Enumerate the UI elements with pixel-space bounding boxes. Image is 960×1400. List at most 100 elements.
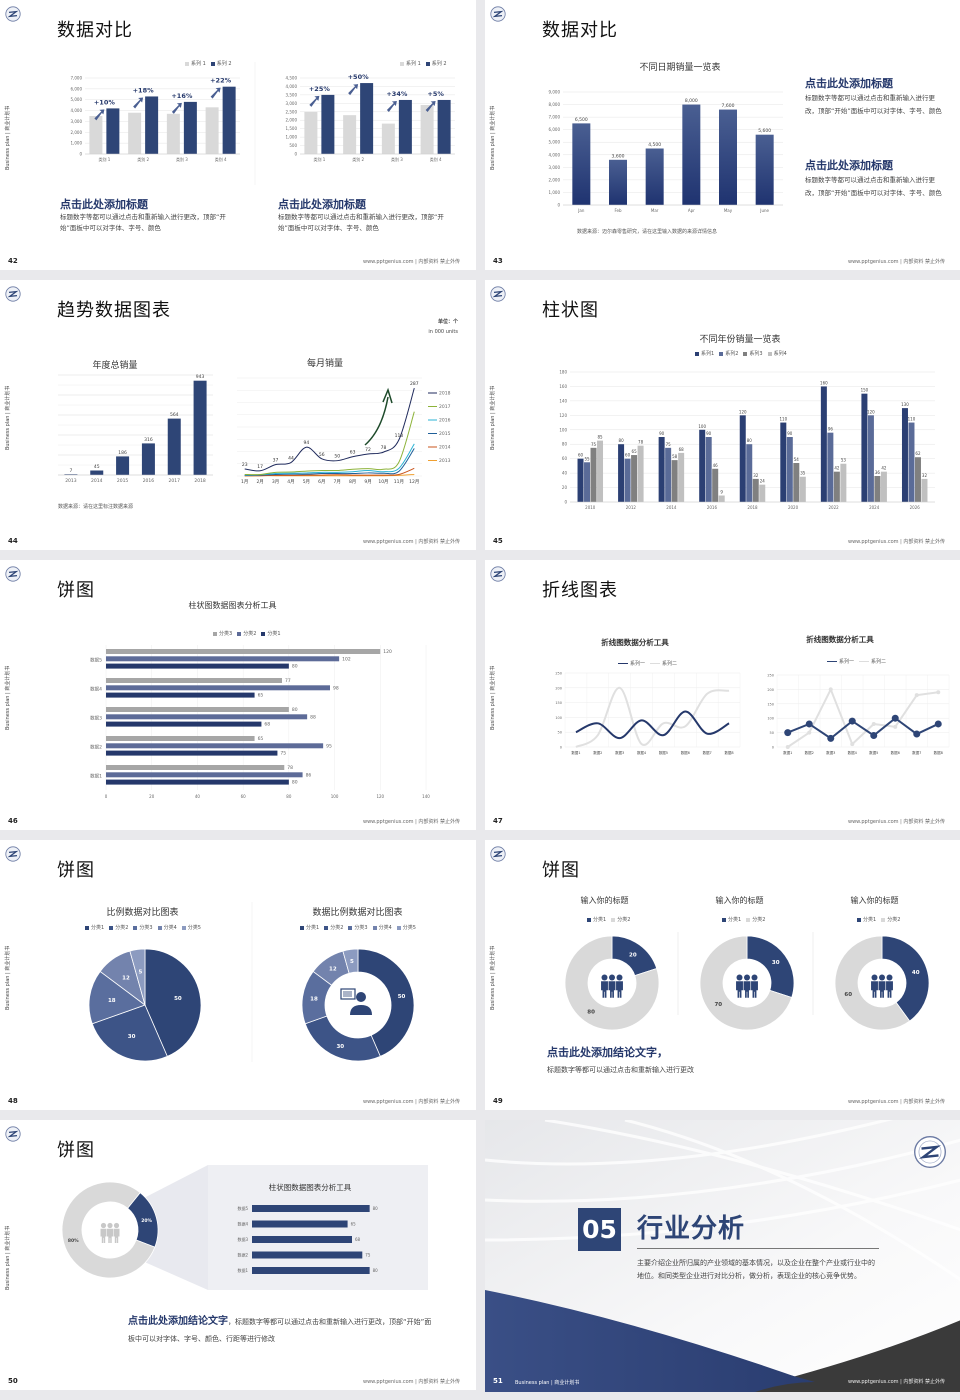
x-tick-label: 类别 2	[352, 156, 364, 162]
page-number: 42	[8, 257, 18, 265]
series-line	[244, 443, 415, 476]
series-line	[575, 710, 730, 740]
legend-item: 系列1	[701, 351, 715, 357]
y-tick-label: 200	[767, 688, 774, 692]
legend-swatch	[881, 917, 886, 922]
section-desc: 标题数字等都可以通过点击和重新输入进行更改，顶部“开始”面板中可以对字体、字号、…	[278, 213, 444, 232]
conclusion-desc: ，标题数字等都可以通过点击和重新输入进行更改，顶部“开始”面板中可以对字体、字号…	[128, 1318, 432, 1343]
legend-swatch	[857, 917, 861, 922]
slide-50[interactable]: 饼图 Business plan | 商业计划书 20% 80% 数据1 80 数据2 7…	[0, 1120, 476, 1390]
x-tick-label: 2016	[143, 478, 155, 484]
slide-42[interactable]: 数据对比 Business plan | 商业计划书 0 1,000 2,000 3,…	[0, 0, 476, 270]
slide-51[interactable]: 05 行业分析 主要介绍企业所归属的产业领域的基本情况，以及企业在整个产业或行业…	[485, 1120, 960, 1392]
pie-slice	[699, 935, 793, 1031]
legend-swatch	[587, 917, 591, 922]
data-label: 9	[720, 490, 723, 495]
person-head	[107, 1222, 113, 1229]
data-label: 63	[350, 450, 356, 456]
slide-46[interactable]: 饼图 Business plan | 商业计划书 柱状图数据图表分析工具 分类3…	[0, 560, 476, 830]
y-tick-label: 数据3	[90, 715, 102, 722]
x-tick-label: 类别 2	[137, 156, 149, 162]
legend-item: 分类1	[306, 925, 320, 931]
y-tick-label: 160	[559, 384, 567, 389]
bar	[671, 460, 678, 502]
background-swoosh	[485, 1120, 960, 1392]
slice-label: 12	[329, 966, 337, 972]
slide-49[interactable]: 饼图 Business plan | 商业计划书 输入你的标题 输入你的标题 输…	[485, 840, 960, 1110]
logo-icon	[5, 6, 21, 22]
data-point	[871, 721, 876, 726]
data-point	[848, 717, 856, 725]
data-point	[891, 714, 899, 722]
legend-item: 2018	[439, 391, 451, 397]
y-tick-label: 0	[79, 152, 82, 157]
growth-annotation: +25%	[309, 85, 330, 93]
bar	[665, 447, 672, 502]
conclusion-heading: 点击此处添加结论文字	[128, 1316, 228, 1327]
data-label: 316	[144, 437, 153, 443]
data-label: 56	[319, 452, 325, 458]
data-label: 58	[672, 454, 678, 459]
data-label: 68	[264, 722, 270, 728]
y-tick-label: 2,000	[286, 118, 298, 123]
y-tick-label: 数据4	[237, 1221, 248, 1227]
data-label: 60	[578, 453, 584, 458]
data-label: 98	[333, 685, 339, 691]
data-label: 120	[383, 649, 392, 655]
growth-arrow-icon	[171, 102, 182, 114]
data-point	[936, 690, 941, 695]
pie-slice	[357, 948, 415, 1057]
x-tick-label: 2016	[707, 505, 718, 510]
slice-label: 70	[714, 1002, 722, 1008]
chart-legend: 系列 1 系列 2	[180, 60, 232, 67]
bar	[252, 1236, 352, 1243]
bar	[658, 437, 665, 502]
data-label: 55	[584, 456, 590, 461]
conclusion-heading: 点击此处添加结论文字，	[547, 1046, 668, 1059]
data-label: 287	[410, 381, 419, 387]
slide-title: 柱状图	[542, 300, 599, 321]
chart-canvas: 2013 7 2014 45 2015 186 2016 316 2017 564 2018 943 1…	[58, 374, 451, 485]
legend-item: 系列二	[662, 661, 678, 667]
bar	[141, 443, 155, 475]
x-tick-label: 数据6	[891, 750, 900, 755]
legend-swatch	[746, 917, 751, 922]
footer-text: www.pptgenius.com | 内部资料 禁止外传	[362, 539, 460, 545]
data-label: 160	[820, 380, 828, 385]
slide-43[interactable]: 数据对比 Business plan | 商业计划书 不同日期销量一览表 0 1,…	[485, 0, 960, 270]
slide-48[interactable]: 饼图 Business plan | 商业计划书 比例数据对比图表 数据比例数据…	[0, 840, 476, 1110]
x-tick-label: Apr	[688, 208, 695, 213]
chart-canvas: 50 30 18 12 5 50 30 18 12 5	[88, 902, 415, 1062]
x-tick-label: 数据7	[912, 750, 921, 755]
person-body	[751, 981, 758, 998]
slice-label: 18	[108, 998, 116, 1004]
slide-47[interactable]: 折线图表 Business plan | 商业计划书 折线图数据分析工具 折线图…	[485, 560, 960, 830]
data-label: 32	[922, 473, 928, 478]
x-tick-label: 140	[422, 794, 430, 799]
series-line	[244, 411, 415, 476]
growth-annotation: +34%	[386, 90, 407, 98]
legend-swatch	[611, 917, 616, 922]
page-number: 49	[493, 1097, 503, 1105]
data-label: 44	[288, 456, 294, 462]
x-tick-label: 类别 1	[98, 156, 110, 162]
legend-item: 分类4	[163, 925, 177, 931]
logo-icon	[490, 286, 506, 302]
y-tick-label: 180	[559, 370, 567, 375]
chart-canvas: 0204060801001201401601802010605575852012…	[559, 370, 935, 510]
growth-arrow-icon	[210, 87, 221, 99]
growth-annotation: +22%	[210, 77, 231, 85]
legend-item: 分类2	[243, 631, 257, 637]
slide-44[interactable]: 趋势数据图表 Business plan | 商业计划书 单位：个 in 000…	[0, 280, 476, 550]
x-tick-label: May	[724, 208, 733, 213]
bar	[572, 123, 591, 205]
chart-legend: 分类1 分类2	[582, 916, 630, 923]
legend-swatch	[300, 925, 304, 930]
y-tick-label: 1,000	[286, 135, 298, 140]
bar	[106, 108, 120, 154]
bar	[901, 408, 908, 502]
data-label: 80	[373, 1268, 379, 1273]
slide-45[interactable]: 柱状图 Business plan | 商业计划书 不同年份销量一览表 系列1 系…	[485, 280, 960, 550]
footer-text: www.pptgenius.com | 内部资料 禁止外传	[847, 539, 945, 545]
data-label: 68	[355, 1237, 361, 1242]
